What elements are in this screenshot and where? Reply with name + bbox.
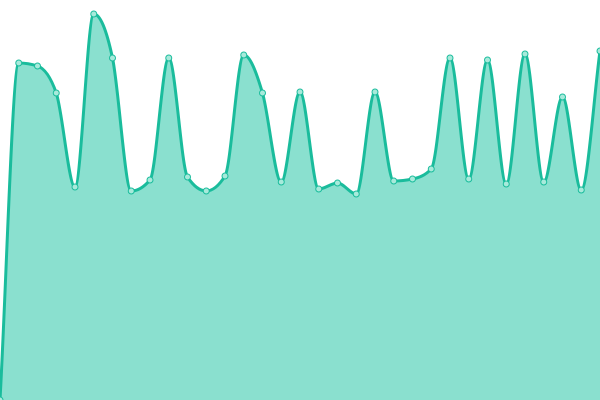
data-point (540, 178, 548, 186)
data-point (427, 165, 435, 173)
data-point (577, 186, 585, 194)
area-fill (0, 14, 600, 400)
data-point (334, 179, 341, 187)
data-point (71, 183, 79, 191)
data-point (90, 10, 98, 18)
data-point (371, 88, 379, 96)
data-point (465, 175, 473, 183)
data-point (296, 88, 304, 96)
data-point (240, 51, 248, 59)
data-point (0, 396, 4, 400)
data-point (484, 56, 491, 64)
data-point (146, 176, 154, 184)
data-point (559, 93, 566, 101)
data-point (109, 54, 116, 62)
data-points (0, 10, 600, 400)
data-point (277, 178, 285, 186)
data-point (446, 54, 454, 62)
data-point (15, 59, 23, 67)
data-point (52, 89, 60, 97)
data-point (184, 173, 191, 181)
data-point (596, 47, 600, 55)
data-point (502, 180, 510, 188)
data-point (221, 172, 229, 180)
data-point (259, 89, 266, 97)
data-point (165, 54, 173, 62)
data-point (315, 185, 323, 193)
data-point (352, 190, 360, 198)
data-point (202, 187, 210, 195)
data-point (34, 62, 41, 70)
data-point (390, 177, 398, 185)
data-point (127, 187, 135, 195)
data-point (521, 50, 529, 58)
data-point (409, 175, 416, 183)
